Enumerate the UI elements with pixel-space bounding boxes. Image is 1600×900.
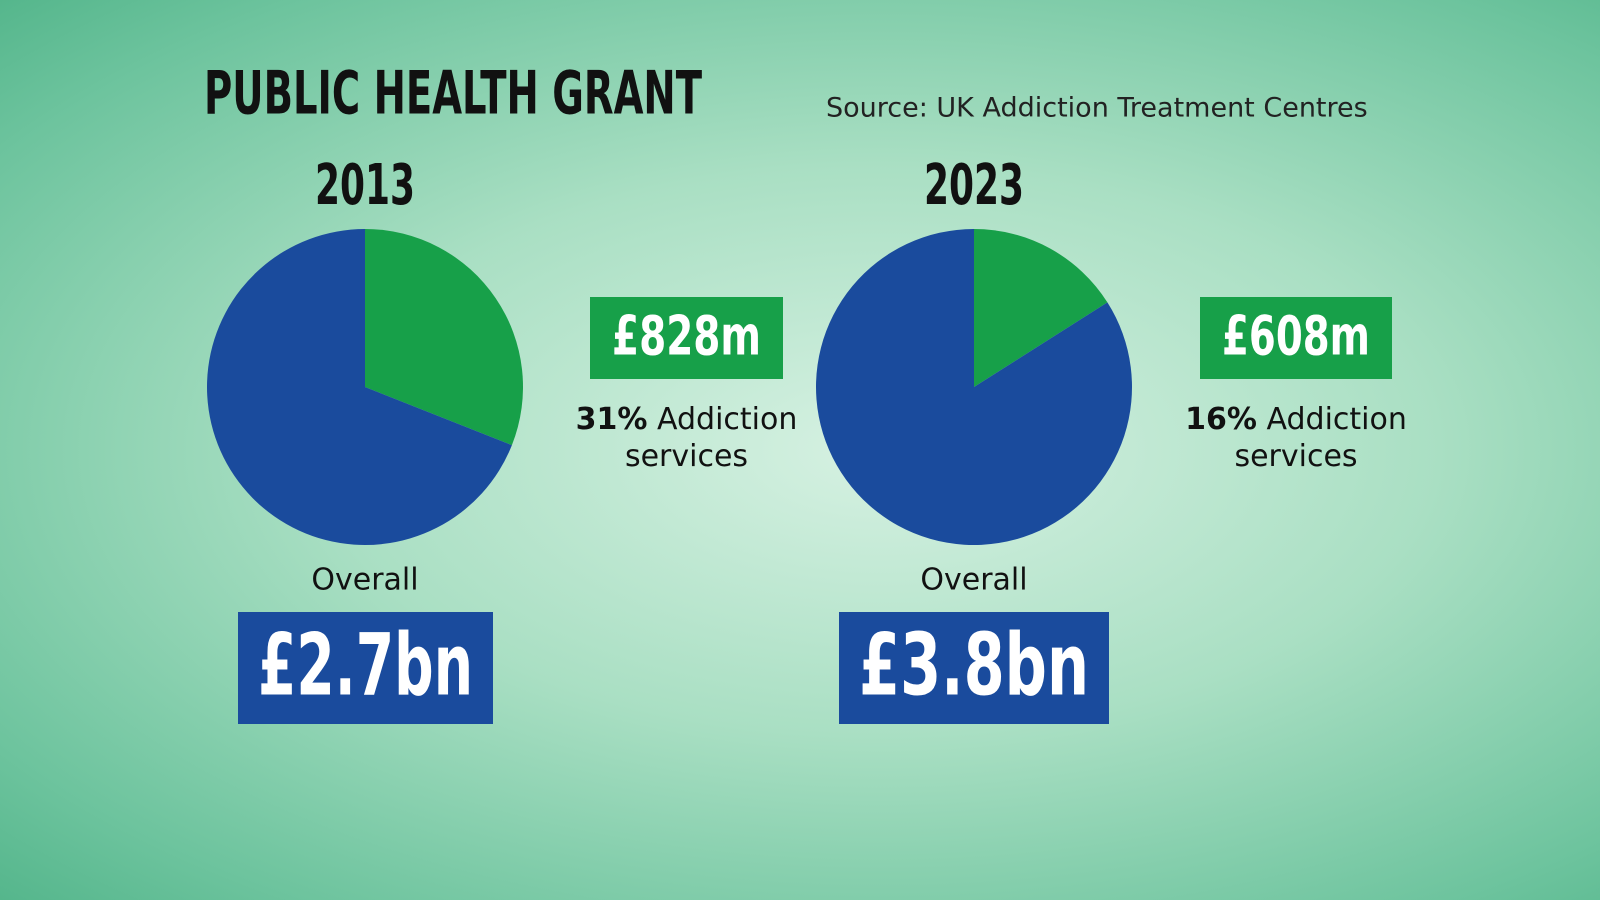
segment-label: 31% Addiction services	[567, 401, 807, 475]
chart-title: 2013	[315, 153, 415, 218]
total-amount: £2.7bn	[258, 615, 473, 715]
chart-title: 2023	[924, 153, 1024, 218]
total-box	[839, 612, 1109, 724]
amount-box	[1200, 297, 1392, 379]
total-amount: £3.8bn	[859, 615, 1089, 715]
percent-label: 16%	[1185, 402, 1257, 437]
amount-box	[590, 297, 783, 379]
main-title: PUBLIC HEALTH GRANT	[204, 59, 702, 129]
percent-label: 31%	[575, 402, 648, 437]
total-label: Overall	[920, 563, 1027, 598]
total-box	[238, 612, 493, 724]
total-label: Overall	[311, 563, 418, 598]
segment-amount: £828m	[612, 305, 761, 368]
segment-name: Addiction services	[624, 402, 798, 474]
pie-slice	[207, 229, 512, 545]
segment-label: 16% Addiction services	[1176, 401, 1416, 475]
pie-slice	[974, 229, 1108, 387]
pie-slice	[816, 229, 1133, 545]
source: Source: UK Addiction Treatment Centres	[826, 93, 1368, 124]
segment-name: Addiction services	[1234, 402, 1407, 474]
pie-slice	[365, 229, 523, 446]
segment-amount: £608m	[1222, 305, 1370, 368]
